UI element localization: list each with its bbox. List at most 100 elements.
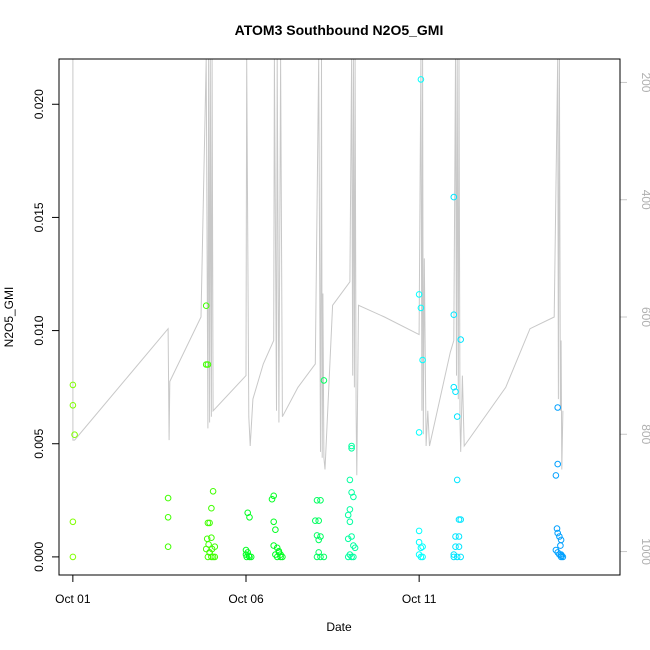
data-point [69,381,77,389]
data-point [164,543,172,551]
data-point [415,429,423,436]
y-tick-label: 0.020 [32,89,46,119]
right-tick-label: 400 [639,190,650,210]
data-point [317,497,324,504]
data-point [69,553,77,561]
data-points-layer [69,76,567,561]
data-point [344,553,352,561]
data-point [164,494,172,502]
data-point [208,545,216,553]
data-point [344,511,352,519]
data-point [419,356,426,364]
data-point [457,336,465,343]
data-point [554,529,562,537]
data-point [346,476,354,484]
data-point [452,388,459,396]
data-point [206,519,213,527]
y-tick-label: 0.000 [32,542,46,572]
right-tick-label: 800 [639,424,650,444]
data-point [243,553,250,561]
data-point [344,535,352,543]
data-point [320,553,328,561]
y-axis-label: N2O5_GMI [2,287,16,348]
data-point [457,553,465,561]
data-point [557,542,564,549]
x-tick-label: Oct 11 [402,592,437,606]
y-tick-label: 0.005 [32,428,46,458]
data-point [270,542,278,549]
data-point [202,545,210,553]
data-point [450,553,458,561]
data-point [317,533,324,540]
data-point [453,476,461,484]
data-point [209,488,217,495]
data-point [313,553,321,561]
data-point [270,518,278,526]
right-tick-label: 200 [639,72,650,92]
data-point [313,532,321,539]
data-point [315,536,323,544]
chart-title: ATOM3 Southbound N2O5_GMI [235,22,444,38]
plot-frame [58,58,621,576]
data-point [417,304,425,312]
data-point [348,553,355,561]
data-point [415,291,423,298]
data-point [557,553,565,561]
data-point [348,442,355,450]
data-point [315,517,323,525]
data-point [350,493,357,501]
data-point [211,553,219,561]
data-point [202,302,210,310]
data-point [164,514,172,521]
data-point [208,534,215,542]
x-tick-label: Oct 01 [55,592,91,606]
profile-line [72,59,564,476]
data-point [453,553,461,561]
data-point [450,193,458,201]
data-point [69,402,77,409]
data-point [275,547,283,555]
data-point [419,553,426,561]
data-point [556,533,563,540]
data-point [313,497,321,504]
data-point [204,361,212,368]
data-point [279,553,286,561]
data-point [558,552,566,560]
data-point [453,413,461,420]
data-point [455,533,463,540]
data-point [419,543,426,551]
y-tick-label: 0.015 [32,202,46,232]
data-point [457,516,465,523]
data-point [277,553,284,561]
data-point [553,525,561,532]
data-point [317,553,324,561]
data-point [312,517,319,525]
data-point [272,526,279,534]
data-point [452,543,459,551]
data-point [455,543,463,551]
data-point [415,527,423,535]
data-point [417,76,425,83]
data-point [268,495,276,503]
data-point [415,538,423,546]
data-point [450,383,458,391]
data-point [559,553,567,561]
right-tick-label: 1000 [639,538,650,565]
data-point [554,404,562,411]
data-point [208,504,215,512]
data-point [452,533,459,540]
data-point [348,445,355,452]
data-point [417,544,425,552]
data-point [346,518,354,526]
data-point [351,544,359,552]
data-point [557,536,565,544]
data-point [270,492,278,500]
data-point [552,472,560,479]
data-point [69,518,77,526]
data-point [554,460,562,468]
data-point [320,377,328,384]
profile-line-layer [72,59,564,476]
right-tick-label: 600 [639,307,650,327]
data-point [71,431,78,439]
